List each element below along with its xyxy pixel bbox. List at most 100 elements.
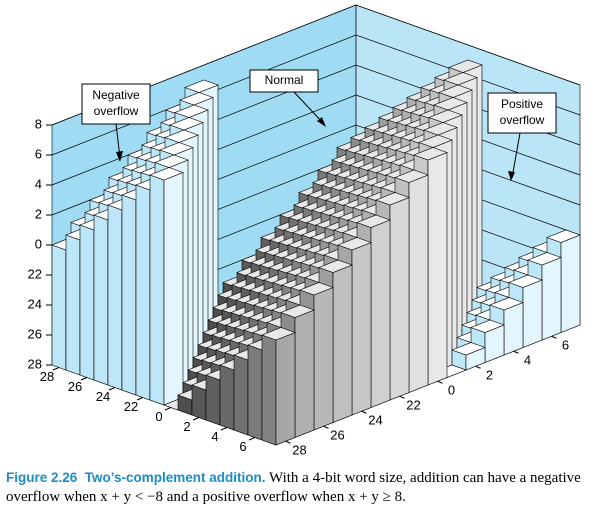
bar-front	[219, 364, 235, 431]
bars	[51, 59, 581, 446]
bar-side	[503, 302, 524, 356]
z-tick-label: 22	[28, 266, 42, 281]
z-tick-label: 4	[35, 176, 42, 191]
bar-top	[546, 229, 581, 243]
bar-top	[428, 109, 463, 123]
bar-top	[413, 147, 448, 161]
annotation-box	[249, 69, 319, 93]
z-tick-label: 28	[28, 356, 42, 371]
z-tick-label: 26	[28, 326, 42, 341]
bar-front	[233, 354, 249, 436]
bar-side	[313, 287, 334, 431]
bar-top	[164, 129, 199, 143]
y-tick-label: 6	[562, 338, 569, 353]
x-tick	[136, 397, 144, 401]
bar-front	[93, 214, 109, 386]
grid-line	[51, 4, 581, 126]
y-tick	[475, 365, 481, 369]
bar-top	[438, 84, 473, 98]
x-tick-label: 28	[40, 369, 54, 384]
bar-front	[121, 194, 137, 396]
y-tick	[285, 440, 291, 444]
caption: Figure 2.26 Two’s-complement addition. W…	[6, 468, 592, 507]
bar	[451, 342, 486, 371]
z-tick-label: 24	[28, 296, 42, 311]
y-tick	[551, 335, 557, 339]
bar-top	[261, 327, 296, 341]
y-tick	[361, 410, 367, 414]
bar	[149, 167, 184, 406]
bar-top	[169, 117, 204, 131]
x-tick	[248, 437, 256, 441]
annotation-positive: Positive overflow	[487, 92, 557, 181]
bar-top	[443, 72, 478, 86]
annotation-negative: Negative overflow	[81, 83, 151, 162]
z-tick-label: 2	[35, 206, 42, 221]
x-tick-label: 4	[211, 429, 218, 444]
x-tick	[220, 427, 228, 431]
arrow	[511, 132, 521, 179]
z-tick-label: 0	[35, 236, 42, 251]
x-tick-label: 6	[239, 439, 246, 454]
bar-front	[135, 184, 151, 401]
bar-front	[65, 234, 81, 376]
bar-top	[451, 342, 486, 356]
annotation-normal: Normal	[249, 69, 326, 127]
x-tick-label: 22	[124, 399, 138, 414]
bar-side	[408, 174, 429, 393]
bar-front	[149, 174, 165, 406]
annotation-text: overflow	[94, 104, 139, 118]
bar-side	[541, 257, 562, 341]
z-tick-label: 6	[35, 146, 42, 161]
arrow-head	[116, 151, 123, 162]
bar-top	[423, 122, 458, 136]
annotation-text: overflow	[500, 113, 545, 127]
bar-top	[149, 167, 184, 181]
y-tick	[437, 380, 443, 384]
bar-top	[433, 97, 468, 111]
x-tick-label: 24	[96, 389, 110, 404]
bar-front	[191, 384, 207, 421]
bar-side	[389, 197, 410, 401]
arrow-head	[508, 171, 515, 181]
bar-top	[159, 142, 194, 156]
bar-top	[418, 134, 453, 148]
x-tick-label: 26	[68, 379, 82, 394]
bar-side	[427, 152, 448, 386]
bar-top	[280, 304, 315, 318]
y-tick-label: 28	[292, 443, 306, 458]
bar-side	[275, 332, 296, 446]
bar-side	[351, 242, 372, 416]
bar-side	[294, 309, 315, 438]
y-tick	[513, 350, 519, 354]
y-tick-label: 0	[448, 383, 455, 398]
bar	[261, 327, 296, 446]
arrow	[293, 91, 325, 125]
bar-top	[470, 319, 505, 333]
bar-side	[522, 279, 543, 348]
annotation-text: Normal	[265, 73, 304, 87]
bar-front	[107, 204, 123, 391]
bar-top	[527, 252, 562, 266]
z-tick-label: 8	[35, 116, 42, 131]
annotation-box	[81, 83, 151, 125]
bar-top	[184, 79, 219, 93]
annotation-text: Positive	[501, 97, 543, 111]
bar-top	[174, 104, 209, 118]
y-tick-label: 22	[406, 398, 420, 413]
bar-top	[337, 237, 372, 251]
bar-side	[560, 234, 581, 333]
bar-front	[205, 374, 221, 426]
bar-top	[375, 192, 410, 206]
bar-top	[179, 92, 214, 106]
bar-top	[299, 282, 334, 296]
caption-text: With a 4-bit word size, addition can hav…	[6, 470, 581, 505]
x-tick	[52, 367, 60, 371]
y-tick	[323, 425, 329, 429]
bar-front	[79, 224, 95, 381]
x-tick-label: 0	[155, 409, 162, 424]
bar-top	[356, 214, 391, 228]
